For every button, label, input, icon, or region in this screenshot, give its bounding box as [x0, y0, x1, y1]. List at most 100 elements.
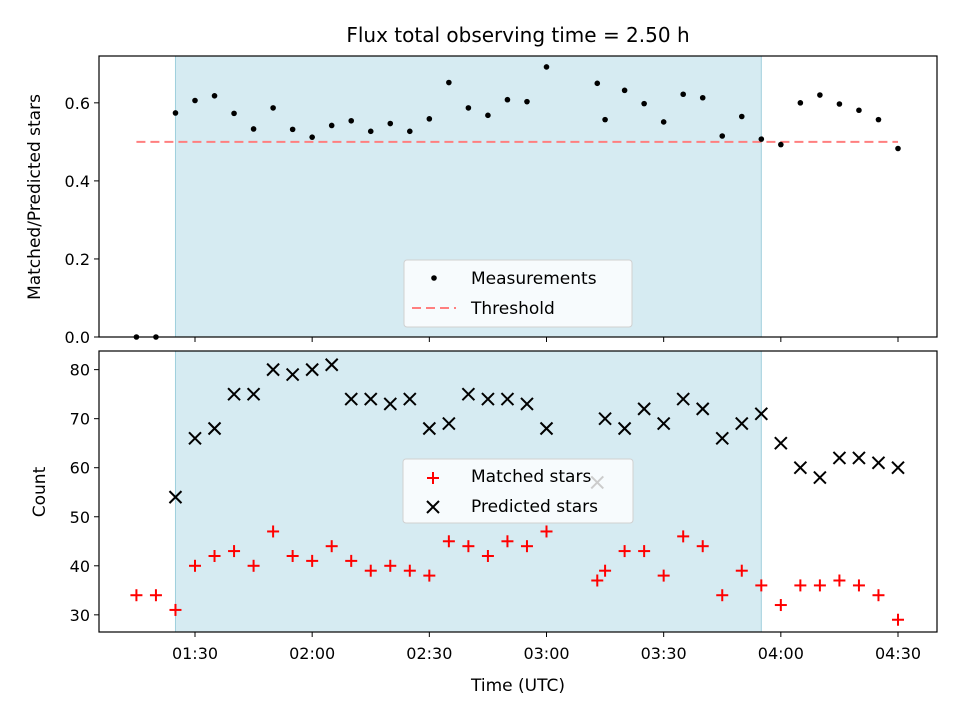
measurement-point: [309, 134, 315, 140]
measurement-point: [719, 133, 726, 139]
matched-star-point: [677, 530, 690, 543]
matched-star-point: [345, 554, 358, 567]
measurement-point: [426, 116, 433, 122]
measurement-point: [817, 92, 823, 98]
legend-measurements-marker: [431, 275, 437, 281]
measurement-point: [504, 96, 511, 103]
measurement-point: [231, 110, 237, 117]
measurement-point: [778, 141, 784, 148]
matched-star-point: [267, 525, 280, 538]
predicted-star-point: [285, 367, 300, 382]
measurement-point: [250, 126, 257, 132]
measurement-point: [367, 128, 374, 135]
predicted-star-point: [754, 407, 769, 421]
y-tick-label: 50: [70, 508, 90, 527]
predicted-star-point: [188, 431, 202, 445]
measurement-point: [660, 119, 667, 125]
y-tick-label: 0.2: [65, 250, 90, 269]
measurement-point: [270, 105, 276, 111]
measurement-point: [738, 113, 745, 120]
matched-star-point: [696, 540, 709, 553]
predicted-star-point: [442, 416, 456, 431]
measurement-point: [211, 93, 218, 99]
measurement-point: [348, 117, 355, 124]
measurement-point: [446, 79, 452, 86]
predicted-star-point: [461, 387, 476, 401]
top-panel: 0.0 0.2 0.4 0.6 Matched/Predicted stars Mea…: [25, 55, 938, 347]
x-tick-label: 02:30: [406, 644, 452, 663]
predicted-star-point: [305, 362, 319, 377]
legend-matched-label: Matched stars: [471, 467, 591, 487]
predicted-star-point: [871, 456, 886, 470]
bottom-panel: 30 40 50 60 70 80 01:30 02:00 02:30 03:00 03:30 04…: [30, 350, 938, 696]
x-tick-label: 01:30: [172, 644, 218, 663]
matched-star-point: [813, 579, 826, 592]
bottom-legend: Matched stars Predicted stars: [402, 458, 634, 524]
chart-title: Flux total observing time = 2.50 h: [346, 23, 689, 47]
top-x-ticks: [194, 337, 899, 342]
y-tick-label: 30: [70, 606, 90, 625]
predicted-star-point: [832, 451, 847, 465]
predicted-star-point: [168, 490, 183, 504]
matched-star-point: [892, 613, 904, 626]
matched-star-point: [833, 574, 846, 587]
matched-star-point: [852, 579, 865, 592]
predicted-star-point: [891, 461, 905, 475]
matched-star-point: [618, 545, 631, 558]
measurement-point: [641, 100, 647, 107]
top-plot-frame: [98, 55, 938, 338]
top-legend-box: [403, 259, 633, 328]
measurement-point: [387, 120, 394, 127]
measurement-point: [797, 100, 804, 106]
matched-star-point: [403, 564, 416, 577]
predicted-star-point: [617, 421, 632, 436]
matched-star-point: [638, 545, 651, 558]
measurement-point: [836, 101, 843, 107]
matched-star-point: [208, 549, 221, 562]
predicted-star-point: [852, 451, 866, 465]
matched-star-point: [599, 564, 612, 577]
matched-star-point: [735, 564, 748, 577]
matched-star-point: [716, 589, 729, 602]
matched-star-point: [657, 569, 670, 582]
matched-star-point: [442, 535, 455, 548]
measurement-point: [328, 122, 335, 129]
y-tick-label: 0.6: [65, 94, 90, 113]
x-tick-label: 03:00: [523, 644, 569, 663]
top-y-axis-label: Matched/Predicted stars: [25, 94, 45, 300]
measurement-point: [621, 87, 628, 94]
x-tick-label: 03:30: [641, 644, 687, 663]
legend-predicted-marker: [426, 500, 440, 514]
predicted-star-point: [207, 421, 222, 436]
measurement-point: [192, 97, 198, 104]
y-tick-label: 0.4: [65, 172, 90, 191]
predicted-star-point: [774, 436, 788, 450]
matched-star-point: [501, 535, 514, 548]
measurement-point: [856, 107, 862, 114]
measurement-point: [594, 80, 601, 87]
top-y-axis: 0.0 0.2 0.4 0.6: [65, 56, 762, 347]
measurement-point: [289, 126, 296, 133]
predicted-star-point: [364, 392, 378, 406]
predicted-star-point: [715, 431, 729, 445]
matched-star-point: [481, 549, 494, 562]
predicted-star-point: [793, 461, 808, 475]
bottom-x-axis-label: Time (UTC): [470, 676, 565, 696]
x-tick-label: 04:30: [875, 644, 921, 663]
measurement-point: [699, 94, 706, 101]
predicted-star-point: [422, 421, 437, 436]
predicted-star-point: [481, 392, 495, 406]
matched-star-point: [228, 545, 241, 558]
matched-star-point: [130, 589, 143, 602]
measurement-point: [875, 116, 882, 123]
predicted-star-point: [403, 392, 417, 406]
legend-matched-marker: [427, 472, 439, 484]
matched-star-point: [364, 564, 377, 577]
measurement-point: [485, 112, 491, 119]
measurement-point: [524, 98, 530, 105]
legend-predicted-label: Predicted stars: [471, 497, 598, 517]
x-tick-label: 04:00: [758, 644, 804, 663]
matched-star-point: [540, 525, 553, 538]
predicted-star-point: [735, 416, 749, 431]
